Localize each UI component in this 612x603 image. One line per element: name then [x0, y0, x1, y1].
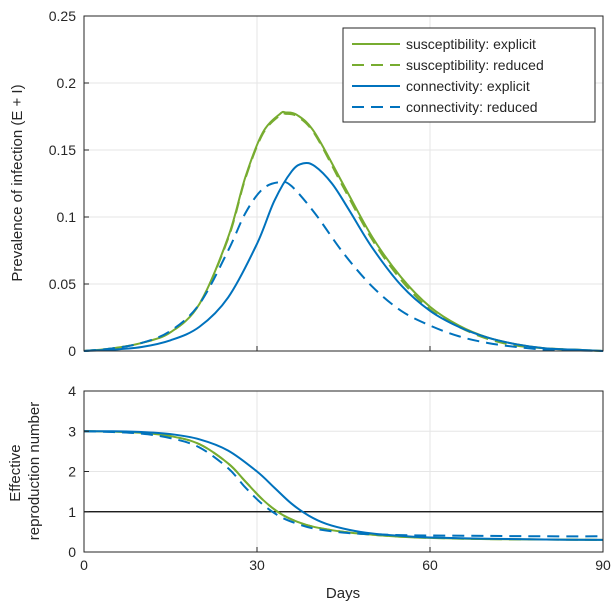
legend-label: connectivity: reduced [406, 99, 538, 115]
reproduction-x-tick-label: 30 [249, 557, 265, 573]
prevalence-y-tick-label: 0.25 [49, 8, 76, 24]
prevalence-series-connectivity-reduced [83, 180, 604, 352]
prevalence-y-tick-label: 0.05 [49, 276, 76, 292]
legend-items: susceptibility: explicit susceptibility: … [352, 36, 544, 115]
reproduction-series-connectivity-explicit [83, 430, 604, 541]
reproduction-y-tick-label: 4 [68, 383, 76, 399]
reproduction-y-tick-label: 0 [68, 544, 76, 560]
prevalence-series-susceptibility-reduced [83, 112, 604, 352]
prevalence-series-group [83, 110, 604, 352]
prevalence-y-tick-label: 0.2 [57, 75, 77, 91]
legend: susceptibility: explicit susceptibility: … [342, 27, 596, 123]
reproduction-series-connectivity-reduced [83, 430, 604, 538]
legend-label: susceptibility: reduced [406, 57, 544, 73]
legend-label: susceptibility: explicit [406, 36, 536, 52]
prevalence-y-ticks: 0 0.05 0.1 0.15 0.2 0.25 [49, 8, 89, 359]
reproduction-x-tick-label: 60 [422, 557, 438, 573]
legend-label: connectivity: explicit [406, 78, 530, 94]
reproduction-y-tick-label: 3 [68, 423, 76, 439]
prevalence-y-tick-label: 0 [68, 343, 76, 359]
prevalence-y-tick-label: 0.1 [57, 209, 77, 225]
reproduction-x-tick-label: 90 [595, 557, 611, 573]
reproduction-y-tick-label: 1 [68, 504, 76, 520]
x-axis-label: Days [326, 585, 360, 602]
reproduction-y-tick-label: 2 [68, 464, 76, 480]
prevalence-series-connectivity-explicit [83, 161, 604, 352]
reproduction-x-ticks: 0 30 60 90 [80, 547, 611, 573]
reproduction-y-axis-label-line-2: reproduction number [26, 402, 43, 540]
reproduction-panel: 0 1 2 3 4 0 30 60 90 Effective reproduction num… [7, 383, 611, 602]
prevalence-x-ticks [83, 346, 604, 351]
reproduction-y-axis-label-line-1: Effective [7, 444, 24, 501]
prevalence-y-tick-label: 0.15 [49, 142, 76, 158]
reproduction-x-tick-label: 0 [80, 557, 88, 573]
prevalence-y-axis-label: Prevalence of infection (E + I) [9, 84, 26, 281]
reproduction-series-group [83, 430, 604, 541]
prevalence-axes-box [83, 15, 604, 352]
reproduction-y-axis-label: Effective reproduction number [7, 402, 43, 540]
prevalence-panel: 0 0.05 0.1 0.15 0.2 0.25 Prevalence of infect… [9, 8, 604, 359]
reproduction-y-ticks: 0 1 2 3 4 [68, 383, 89, 560]
